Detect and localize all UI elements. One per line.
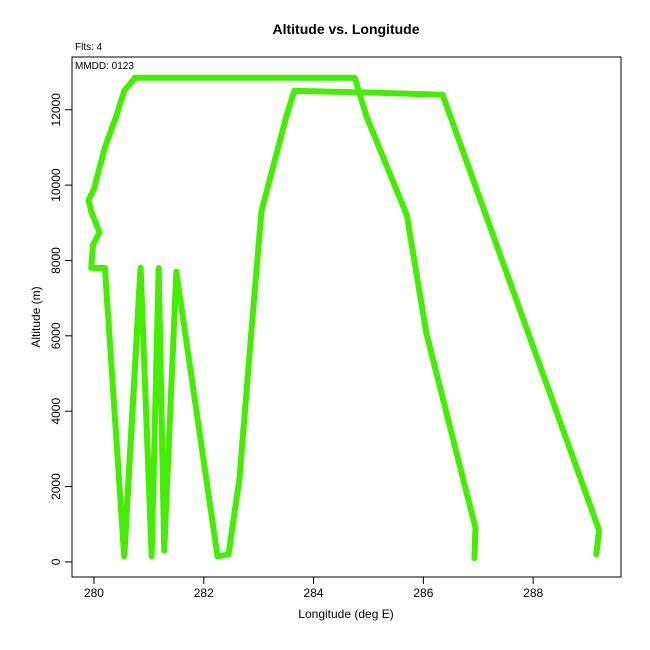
x-tick-label: 282 [194,586,214,600]
y-tick-label: 0 [49,558,63,565]
plot-frame [71,56,622,578]
x-tick-label: 284 [304,586,324,600]
x-tick-label: 286 [413,586,433,600]
y-tick-label: 10000 [49,168,63,202]
flights-annotation: Flts: 4 [75,42,103,53]
y-axis-label: Altitude (m) [29,286,43,347]
y-tick-label: 2000 [49,473,63,500]
y-tick-label: 12000 [49,93,63,127]
y-tick-label: 8000 [49,247,63,274]
y-tick-label: 4000 [49,398,63,425]
x-axis-label: Longitude (deg E) [298,607,393,621]
x-axis: 280 282 284 286 288 [84,577,543,600]
plot-area [85,74,602,562]
chart-title: Altitude vs. Longitude [273,21,420,37]
date-annotation: MMDD: 0123 [75,61,134,72]
flight-track-1 [121,87,602,560]
flight-track-2 [85,74,479,562]
x-tick-label: 288 [523,586,543,600]
y-axis: 0 2000 4000 6000 8000 10000 12000 [49,93,72,565]
flight-track-3 [101,265,144,560]
x-tick-label: 280 [84,586,104,600]
y-tick-label: 6000 [49,322,63,349]
